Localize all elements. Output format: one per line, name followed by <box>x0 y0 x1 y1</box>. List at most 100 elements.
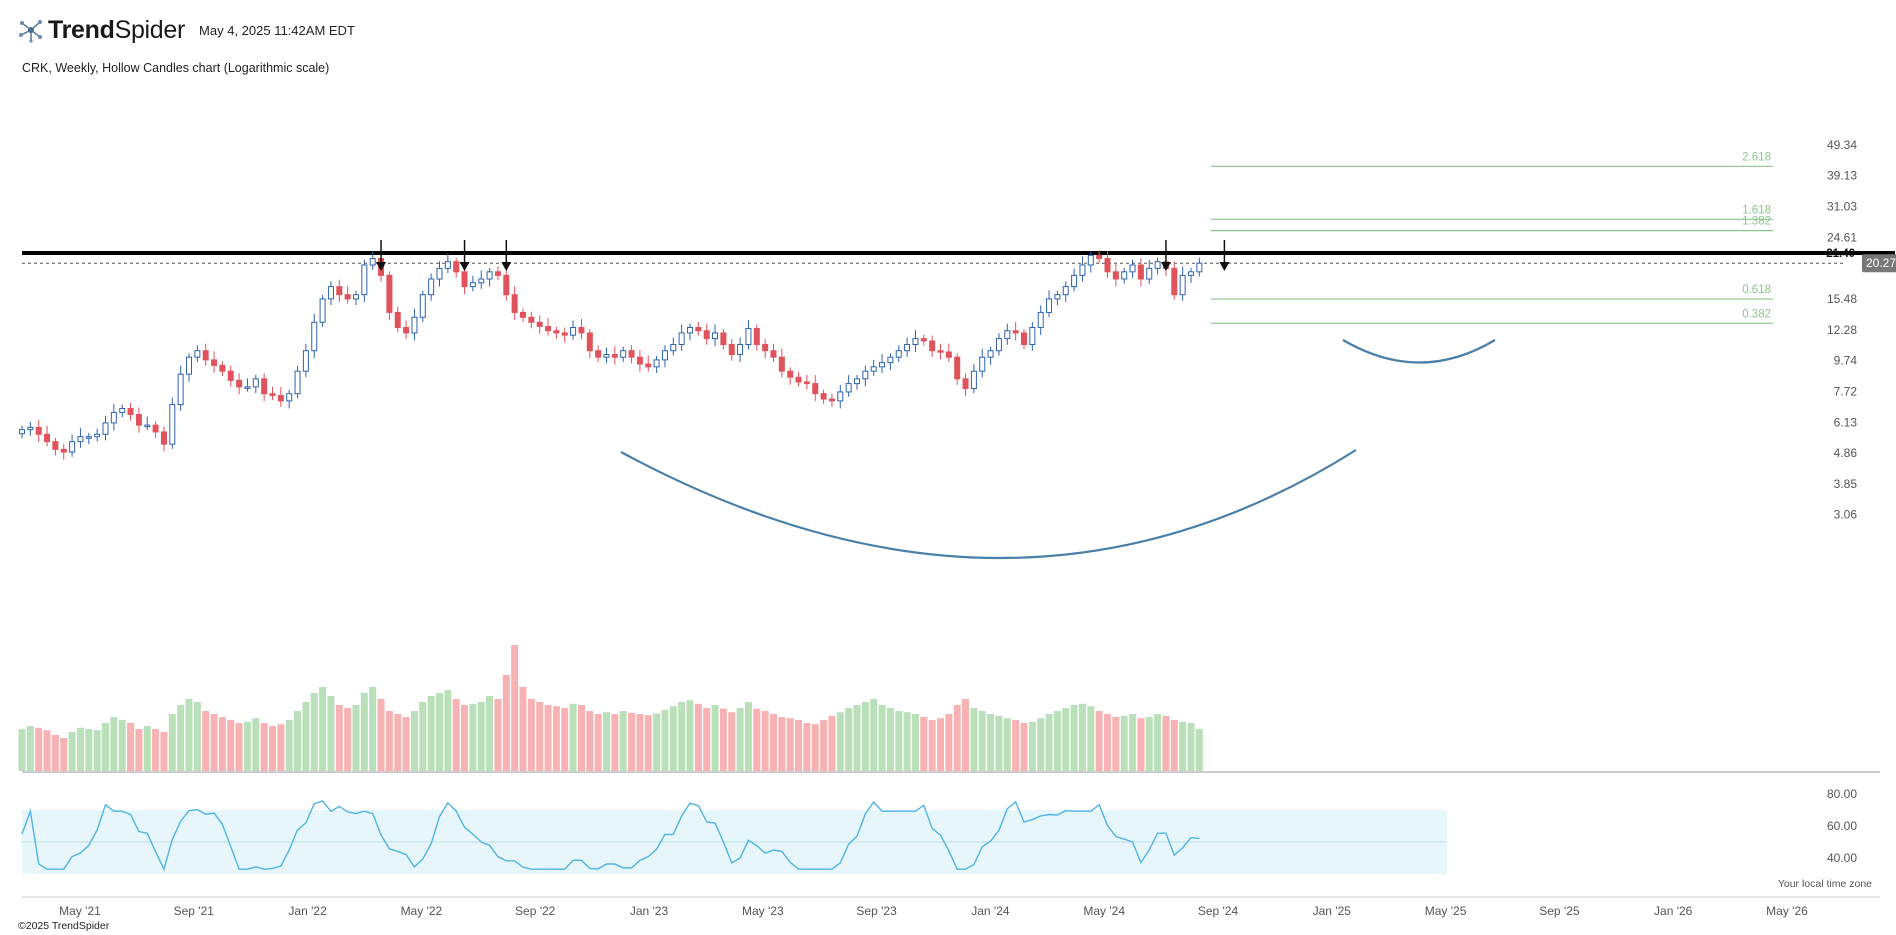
time-axis-label: May '21 <box>59 904 101 918</box>
volume-bar <box>895 711 903 771</box>
candle-body <box>277 394 284 402</box>
volume-bar <box>586 711 594 771</box>
candle-body <box>954 356 961 380</box>
candle-body <box>1129 264 1136 273</box>
candle-body <box>795 376 802 383</box>
candle-body <box>595 350 602 358</box>
candle-body <box>570 327 577 336</box>
candle-body <box>294 370 301 395</box>
candle-body <box>628 350 635 358</box>
candle-body <box>528 316 535 323</box>
candle-body <box>578 327 585 334</box>
volume-bar <box>828 715 836 771</box>
last-price-label: 20.27 <box>1866 256 1896 270</box>
volume-bar <box>302 702 310 771</box>
volume-bar <box>803 723 811 771</box>
candle-body <box>945 351 952 358</box>
volume-bar <box>310 693 318 771</box>
volume-bar <box>995 715 1003 771</box>
volume-bar <box>703 708 711 771</box>
volume-bar <box>611 714 619 771</box>
volume-bar <box>552 706 560 771</box>
volume-bar <box>987 714 995 771</box>
candle-body <box>77 436 84 443</box>
candle-body <box>344 294 351 300</box>
volume-bar <box>853 705 861 771</box>
time-axis-label: Jan '23 <box>630 904 669 918</box>
volume-bar <box>1053 711 1061 771</box>
volume-bar <box>920 717 928 771</box>
candle-body <box>787 370 794 378</box>
candle-body <box>1171 267 1178 296</box>
time-axis-label: Sep '24 <box>1198 904 1239 918</box>
volume-bar <box>1045 714 1053 771</box>
volume-bar <box>1003 718 1011 771</box>
candle-body <box>745 328 752 346</box>
fib-level-label: 2.618 <box>1742 151 1771 163</box>
volume-bar <box>43 730 51 771</box>
candle-body <box>979 356 986 372</box>
volume-bar <box>152 729 160 771</box>
volume-bar <box>344 708 352 771</box>
volume-bar <box>218 717 226 771</box>
time-axis-label: Jan '22 <box>288 904 327 918</box>
resistance-touch-arrowhead <box>1219 262 1230 271</box>
candle-body <box>1112 271 1119 280</box>
candle-body <box>912 338 919 346</box>
volume-bar <box>436 693 443 771</box>
candle-body <box>828 398 835 402</box>
candle-body <box>1054 294 1061 300</box>
resistance-touch-arrowhead <box>501 262 512 271</box>
candle-body <box>160 431 167 445</box>
candle-body <box>269 393 276 396</box>
candle-body <box>1012 330 1019 334</box>
volume-bar <box>352 705 360 771</box>
volume-bar <box>235 723 243 771</box>
candle-body <box>737 344 744 356</box>
candle-body <box>603 354 610 358</box>
volume-bar <box>269 726 276 771</box>
resistance-price-label: 21.40 <box>1826 248 1855 260</box>
volume-bar <box>210 714 218 771</box>
fib-level-label: 1.618 <box>1742 204 1771 216</box>
candle-body <box>904 344 911 352</box>
candle-body <box>920 338 927 342</box>
candle-body <box>620 350 627 358</box>
volume-bar <box>477 702 485 771</box>
volume-bar <box>644 715 652 771</box>
candle-body <box>311 321 318 352</box>
time-axis-label: Jan '26 <box>1654 904 1693 918</box>
candle-body <box>19 429 25 435</box>
candle-body <box>854 378 860 385</box>
candle-body <box>227 370 234 381</box>
candle-body <box>778 356 785 372</box>
candle-body <box>653 359 660 368</box>
volume-bar <box>953 705 961 771</box>
volume-bar <box>1137 718 1145 771</box>
candle-body <box>1137 264 1144 280</box>
volume-bar <box>786 718 794 771</box>
volume-bar <box>1104 714 1111 771</box>
volume-bar <box>870 699 878 771</box>
candle-body <box>970 370 977 390</box>
volume-bar <box>335 705 343 771</box>
copyright: ©2025 TrendSpider <box>18 920 110 932</box>
volume-bar <box>577 705 585 771</box>
candle-body <box>812 383 819 395</box>
volume-bar <box>811 724 819 771</box>
rsi-axis-label: 40.00 <box>1827 851 1857 865</box>
candle-body <box>478 278 485 284</box>
price-axis-label: 7.72 <box>1834 385 1858 399</box>
volume-bar <box>461 705 469 771</box>
candle-body <box>1046 298 1053 313</box>
volume-bar <box>1129 714 1137 771</box>
volume-bar <box>719 708 727 771</box>
candle-body <box>503 274 510 296</box>
candle-body <box>261 378 268 395</box>
candle-body <box>1037 311 1044 329</box>
candle-body <box>511 294 518 313</box>
volume-bar <box>469 703 477 771</box>
candle-body <box>302 350 309 372</box>
volume-bar <box>937 718 944 771</box>
